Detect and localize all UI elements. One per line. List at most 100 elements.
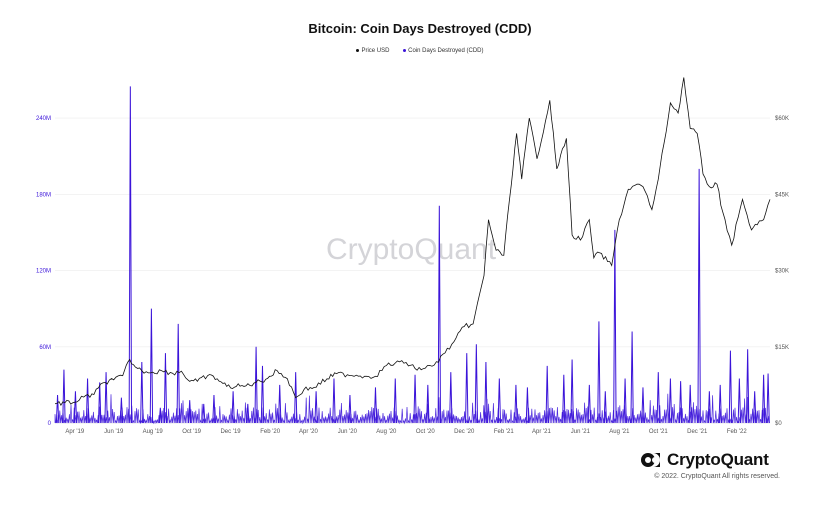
cdd-spike bbox=[246, 403, 250, 424]
legend: Price USD Coin Days Destroyed (CDD) bbox=[0, 48, 840, 54]
cdd-spike bbox=[149, 308, 154, 424]
cdd-spike bbox=[449, 372, 453, 424]
cdd-series bbox=[54, 86, 770, 425]
cdd-spike bbox=[413, 374, 417, 424]
price-series bbox=[54, 77, 771, 407]
cdd-spike bbox=[73, 391, 78, 424]
brand-name: CryptoQuant bbox=[667, 450, 769, 469]
cdd-spike bbox=[254, 346, 258, 424]
cdd-spike bbox=[597, 321, 601, 424]
x-tick-label: Aug '21 bbox=[609, 429, 630, 435]
cdd-spike bbox=[97, 382, 102, 424]
y-axis-right: $0 $15K $30K $45K $60K bbox=[775, 116, 789, 427]
x-tick-label: Feb '22 bbox=[727, 429, 747, 435]
x-tick-label: Feb '21 bbox=[494, 429, 514, 435]
y-left-tick-label: 0 bbox=[48, 421, 52, 427]
cdd-noise-band bbox=[54, 393, 770, 425]
cdd-spike bbox=[718, 384, 722, 424]
cdd-spike bbox=[158, 407, 163, 424]
y-axis-left: 0 60M 120M 180M 240M bbox=[36, 116, 52, 427]
cdd-spike bbox=[603, 391, 607, 424]
x-tick-label: Aug '20 bbox=[376, 429, 397, 435]
legend-marker-cdd bbox=[403, 48, 407, 52]
y-left-tick-label: 60M bbox=[39, 345, 51, 351]
x-tick-label: Dec '20 bbox=[454, 429, 475, 435]
cdd-spike bbox=[484, 362, 488, 424]
cdd-spike bbox=[176, 323, 180, 424]
cdd-spike bbox=[497, 378, 502, 424]
watermark: CryptoQuant bbox=[326, 233, 497, 266]
y-right-tick-label: $30K bbox=[775, 269, 789, 275]
cdd-spike bbox=[293, 372, 298, 424]
cdd-spike bbox=[163, 353, 168, 424]
cdd-spike bbox=[119, 397, 124, 424]
cdd-spike bbox=[587, 384, 592, 424]
cdd-spike bbox=[745, 349, 750, 424]
cdd-spike bbox=[514, 384, 518, 424]
cdd-spike bbox=[752, 391, 757, 424]
cdd-spike bbox=[104, 372, 108, 424]
y-right-tick-label: $0 bbox=[775, 421, 782, 427]
cdd-spike bbox=[128, 86, 133, 424]
cdd-spike bbox=[85, 378, 90, 424]
cdd-spike bbox=[613, 229, 617, 424]
y-left-tick-label: 240M bbox=[36, 116, 51, 122]
cdd-spike bbox=[373, 387, 378, 424]
x-tick-label: Apr '20 bbox=[299, 429, 318, 435]
legend-label-price: Price USD bbox=[361, 48, 390, 54]
cdd-spike bbox=[348, 395, 352, 424]
cdd-spike bbox=[278, 384, 282, 424]
cdd-spike bbox=[140, 362, 144, 424]
legend-item-price[interactable]: Price USD bbox=[356, 48, 389, 54]
copyright-text: © 2022. CryptoQuant All rights reserved. bbox=[654, 473, 780, 480]
cdd-spike bbox=[707, 391, 712, 424]
cdd-spike bbox=[728, 350, 733, 424]
x-tick-label: Apr '19 bbox=[65, 429, 84, 435]
cdd-spike bbox=[314, 391, 318, 424]
y-right-tick-label: $60K bbox=[775, 116, 789, 122]
x-tick-label: Feb '20 bbox=[260, 429, 280, 435]
x-axis: Apr '19 Jun '19 Aug '19 Oct '19 Dec '19 Feb '… bbox=[65, 429, 747, 435]
cdd-spike bbox=[332, 378, 336, 424]
x-tick-label: Dec '19 bbox=[220, 429, 241, 435]
y-right-tick-label: $45K bbox=[775, 192, 789, 198]
y-left-tick-label: 120M bbox=[36, 269, 51, 275]
grid-lines bbox=[55, 117, 770, 424]
cdd-spike bbox=[623, 378, 627, 424]
cdd-spike bbox=[766, 373, 770, 424]
cdd-spike bbox=[55, 395, 60, 424]
cdd-spike bbox=[465, 353, 469, 424]
cdd-spike bbox=[62, 369, 66, 424]
legend-item-cdd[interactable]: Coin Days Destroyed (CDD) bbox=[403, 48, 484, 54]
cdd-spike bbox=[697, 168, 701, 424]
x-tick-label: Aug '19 bbox=[143, 429, 164, 435]
cdd-spike bbox=[562, 374, 566, 424]
cdd-spike bbox=[426, 384, 430, 424]
cdd-spike bbox=[525, 387, 530, 424]
cdd-spike bbox=[393, 378, 397, 424]
cdd-spike bbox=[545, 365, 549, 424]
cdd-spike bbox=[678, 381, 683, 424]
x-tick-label: Apr '21 bbox=[532, 429, 551, 435]
cdd-spike bbox=[202, 403, 206, 424]
y-left-tick-label: 180M bbox=[36, 192, 51, 198]
x-tick-label: Oct '21 bbox=[649, 429, 668, 435]
cdd-spike bbox=[437, 205, 442, 424]
y-right-tick-label: $15K bbox=[775, 345, 789, 351]
price-line bbox=[54, 77, 771, 407]
cdd-spike bbox=[570, 359, 574, 424]
cdd-spike bbox=[668, 378, 673, 424]
legend-marker-price bbox=[356, 48, 360, 52]
chart-title: Bitcoin: Coin Days Destroyed (CDD) bbox=[308, 21, 532, 36]
x-tick-label: Jun '20 bbox=[338, 429, 358, 435]
cdd-spike bbox=[474, 344, 479, 424]
legend-label-cdd: Coin Days Destroyed (CDD) bbox=[408, 48, 484, 54]
x-tick-label: Jun '21 bbox=[571, 429, 591, 435]
cdd-spike bbox=[188, 400, 192, 424]
brand-logo: CryptoQuant bbox=[640, 450, 769, 470]
cdd-spike bbox=[212, 395, 216, 424]
cdd-spike bbox=[656, 372, 660, 424]
cdd-spike bbox=[260, 365, 265, 424]
